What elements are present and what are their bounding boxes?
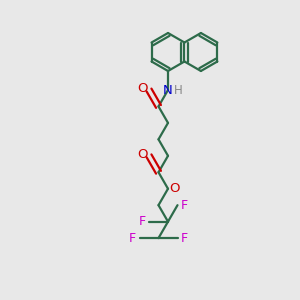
Text: O: O bbox=[170, 182, 180, 195]
Text: N: N bbox=[163, 83, 173, 97]
Text: F: F bbox=[181, 199, 188, 212]
Text: H: H bbox=[174, 85, 182, 98]
Text: O: O bbox=[138, 148, 148, 161]
Text: F: F bbox=[129, 232, 136, 244]
Text: F: F bbox=[138, 215, 146, 228]
Text: O: O bbox=[138, 82, 148, 95]
Text: F: F bbox=[181, 232, 188, 244]
